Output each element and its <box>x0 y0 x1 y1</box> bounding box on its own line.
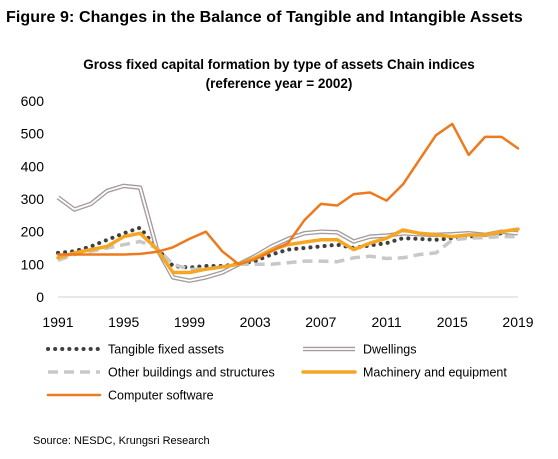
x-tick-label: 1995 <box>108 314 139 330</box>
chart-subtitle: (reference year = 2002) <box>205 76 353 91</box>
series-line-tangible-fixed-assets <box>56 225 520 270</box>
y-tick-label: 300 <box>21 191 45 207</box>
y-tick-label: 200 <box>21 224 45 240</box>
legend-item: Machinery and equipment <box>301 366 507 380</box>
source-note: Source: NESDC, Krungsri Research <box>33 435 210 447</box>
x-tick-label: 2007 <box>305 314 336 330</box>
x-tick-label: 2019 <box>502 314 533 330</box>
series-line-other-buildings-and-structures <box>57 234 518 271</box>
legend-item: Other buildings and structures <box>48 366 275 380</box>
x-tick-label: 2011 <box>372 314 402 330</box>
figure-title: Figure 9: Changes in the Balance of Tang… <box>6 9 523 26</box>
y-tick-label: 100 <box>21 256 45 272</box>
x-tick-label: 1991 <box>42 314 73 330</box>
legend-item: Tangible fixed assets <box>46 343 224 357</box>
y-tick-label: 500 <box>21 126 45 142</box>
x-tick-label: 2003 <box>240 314 271 330</box>
series-line-machinery-and-equipment <box>56 227 520 275</box>
chart-title: Gross fixed capital formation by type of… <box>83 57 475 72</box>
legend-label: Computer software <box>108 389 214 403</box>
y-tick-label: 0 <box>36 289 44 305</box>
axes: 0 100 200 300 400 500 600 1991 1995 1999 2003 2007 2… <box>21 93 534 330</box>
x-tick-label: 2015 <box>437 314 468 330</box>
y-tick-label: 600 <box>21 93 45 109</box>
series-line-computer-software <box>56 122 520 266</box>
y-tick-label: 400 <box>21 158 45 174</box>
x-tick-label: 1999 <box>174 314 205 330</box>
legend-label: Machinery and equipment <box>363 366 507 380</box>
legend: Tangible fixed assets Dwellings Other buil… <box>46 343 507 403</box>
legend-label: Tangible fixed assets <box>108 343 224 357</box>
legend-label: Dwellings <box>363 343 417 357</box>
legend-item: Dwellings <box>303 343 417 357</box>
legend-item: Computer software <box>46 389 214 403</box>
series-lines <box>56 122 520 283</box>
legend-label: Other buildings and structures <box>108 366 275 380</box>
